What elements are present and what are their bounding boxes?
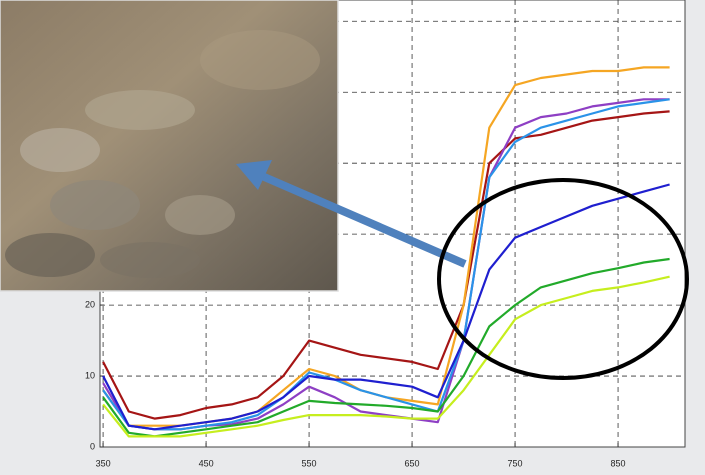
series-line (102, 183, 670, 431)
y-tick-label: 0 (90, 441, 95, 451)
y-tick-label: 10 (85, 370, 95, 380)
y-tick-label: 20 (85, 299, 95, 309)
x-tick-label: 750 (508, 458, 523, 468)
series-line (102, 257, 670, 438)
photo-inset (0, 0, 339, 292)
highlight-ellipse (437, 178, 689, 380)
x-tick-label: 450 (199, 458, 214, 468)
series-line (102, 98, 670, 431)
series-line (102, 275, 670, 438)
x-tick-label: 550 (302, 458, 317, 468)
series-line (102, 110, 670, 420)
arrow (236, 160, 467, 268)
x-tick-label: 850 (611, 458, 626, 468)
x-tick-label: 650 (405, 458, 420, 468)
x-tick-label: 350 (96, 458, 111, 468)
